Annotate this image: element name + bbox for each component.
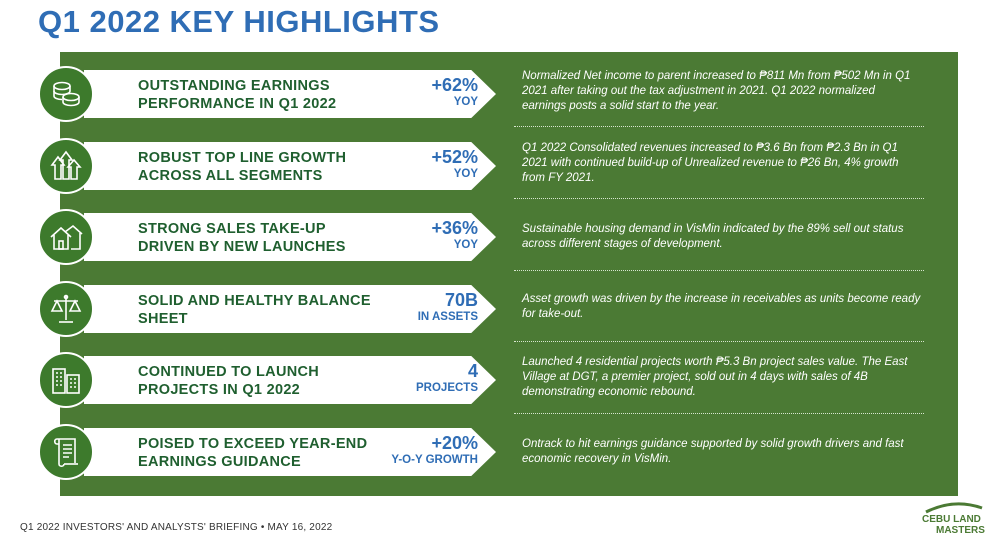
highlight-row-earnings: OUTSTANDING EARNINGS PERFORMANCE IN Q1 2… [38, 66, 496, 122]
stat-value: +52% [431, 147, 478, 167]
houses-icon [38, 209, 94, 265]
balance-scale-icon [38, 281, 94, 337]
scroll-icon [38, 424, 94, 480]
highlight-label: SOLID AND HEALTHY BALANCE SHEET [138, 293, 371, 327]
stat-value: +36% [431, 218, 478, 238]
highlight-row-launches: CONTINUED TO LAUNCH PROJECTS IN Q1 2022 … [38, 352, 496, 408]
highlight-description: Q1 2022 Consolidated revenues increased … [522, 142, 899, 184]
row-divider [514, 413, 924, 414]
stat-value: 4 [467, 361, 478, 381]
growth-arrows-icon [38, 138, 94, 194]
row-divider [514, 270, 924, 271]
row-divider [514, 341, 924, 342]
stat-unit: YOY [453, 96, 478, 108]
stat-unit: YOY [453, 168, 478, 180]
highlight-stat: 70B IN ASSETS [418, 290, 478, 324]
highlight-row-guidance: POISED TO EXCEED YEAR-END EARNINGS GUIDA… [38, 424, 496, 480]
stat-unit: PROJECTS [416, 382, 478, 394]
stat-value: +62% [431, 75, 478, 95]
highlight-banner: SOLID AND HEALTHY BALANCE SHEET 70B IN A… [84, 285, 496, 333]
highlight-banner: OUTSTANDING EARNINGS PERFORMANCE IN Q1 2… [84, 70, 496, 118]
highlight-banner: CONTINUED TO LAUNCH PROJECTS IN Q1 2022 … [84, 356, 496, 404]
highlight-stat: +62% YOY [431, 75, 478, 109]
highlight-banner: STRONG SALES TAKE-UP DRIVEN BY NEW LAUNC… [84, 213, 496, 261]
highlight-banner: POISED TO EXCEED YEAR-END EARNINGS GUIDA… [84, 428, 496, 476]
highlight-row-topline: ROBUST TOP LINE GROWTH ACROSS ALL SEGMEN… [38, 138, 496, 194]
highlight-description: Normalized Net income to parent increase… [522, 70, 911, 112]
logo-swoosh-icon [925, 502, 983, 514]
highlight-label: STRONG SALES TAKE-UP DRIVEN BY NEW LAUNC… [138, 221, 346, 255]
stat-unit: IN ASSETS [417, 311, 478, 323]
highlight-label: ROBUST TOP LINE GROWTH ACROSS ALL SEGMEN… [138, 150, 347, 184]
buildings-icon [38, 352, 94, 408]
highlight-stat: +52% YOY [431, 147, 478, 181]
highlight-row-balance: SOLID AND HEALTHY BALANCE SHEET 70B IN A… [38, 281, 496, 337]
highlight-row-sales: STRONG SALES TAKE-UP DRIVEN BY NEW LAUNC… [38, 209, 496, 265]
highlight-description: Asset growth was driven by the increase … [522, 293, 921, 320]
row-divider [514, 198, 924, 199]
row-divider [514, 126, 924, 127]
highlight-description: Sustainable housing demand in VisMin ind… [522, 223, 904, 250]
highlight-label: OUTSTANDING EARNINGS PERFORMANCE IN Q1 2… [138, 78, 337, 112]
logo-line-1: CEBU LAND [922, 514, 981, 525]
highlight-banner: ROBUST TOP LINE GROWTH ACROSS ALL SEGMEN… [84, 142, 496, 190]
stat-unit: Y-O-Y GROWTH [391, 454, 478, 466]
footer-text: Q1 2022 INVESTORS' AND ANALYSTS' BRIEFIN… [20, 522, 333, 533]
stat-value: +20% [431, 433, 478, 453]
highlight-stat: +20% Y-O-Y GROWTH [391, 433, 478, 467]
highlight-label: CONTINUED TO LAUNCH PROJECTS IN Q1 2022 [138, 364, 320, 398]
page-title: Q1 2022 KEY HIGHLIGHTS [38, 4, 440, 39]
company-logo: CEBU LAND MASTERS [922, 500, 994, 540]
logo-line-2: MASTERS [936, 525, 985, 536]
highlight-stat: +36% YOY [431, 218, 478, 252]
stat-unit: YOY [453, 239, 478, 251]
highlight-stat: 4 PROJECTS [416, 361, 478, 395]
coins-icon [38, 66, 94, 122]
highlight-description: Ontrack to hit earnings guidance support… [522, 438, 904, 465]
highlight-label: POISED TO EXCEED YEAR-END EARNINGS GUIDA… [138, 436, 368, 470]
highlight-description: Launched 4 residential projects worth ₱5… [522, 356, 908, 398]
stat-value: 70B [444, 290, 478, 310]
